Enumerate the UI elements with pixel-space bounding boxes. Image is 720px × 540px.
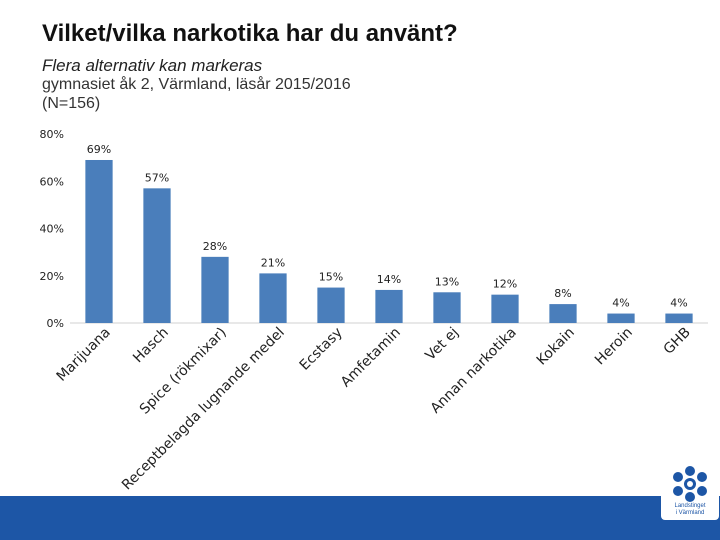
data-label: 14%	[377, 273, 401, 286]
bar	[317, 287, 345, 323]
y-tick-label: 40%	[40, 223, 64, 236]
data-label: 69%	[87, 143, 111, 156]
bar	[491, 294, 519, 323]
chart-subtitle: Flera alternativ kan markeras	[42, 56, 263, 75]
data-label: 8%	[554, 287, 571, 300]
bar	[433, 292, 461, 323]
x-tick-label: GHB	[661, 325, 694, 358]
x-tick-label: Hasch	[130, 325, 172, 367]
bar	[607, 313, 635, 323]
x-tick-label: Vet ej	[423, 325, 462, 364]
data-label: 12%	[493, 278, 517, 291]
y-tick-label: 0%	[47, 317, 64, 330]
footer-band	[0, 496, 720, 540]
data-label: 28%	[203, 240, 227, 253]
x-tick-label: Kokain	[534, 325, 578, 369]
y-tick-label: 20%	[40, 270, 64, 283]
data-label: 57%	[145, 171, 169, 184]
snowflake-icon	[673, 466, 707, 502]
x-tick-label: Heroin	[592, 325, 636, 369]
x-tick-label: Amfetamin	[338, 325, 404, 391]
bar	[259, 273, 287, 323]
logo-text-line2: i Värmland	[675, 510, 705, 516]
bar	[85, 159, 113, 323]
logo-text: Landstinget i Värmland	[661, 503, 719, 517]
chart-description: gymnasiet åk 2, Värmland, läsår 2015/201…	[42, 76, 351, 93]
sample-size: (N=156)	[42, 95, 101, 112]
data-label: 13%	[435, 275, 459, 288]
logo: Landstinget i Värmland	[661, 462, 719, 520]
data-label: 21%	[261, 256, 285, 269]
bar	[375, 289, 403, 323]
bar	[143, 188, 171, 323]
bar-chart: 0%20%40%60%80%69%Marijuana57%Hasch28%Spi…	[40, 128, 708, 493]
x-tick-label: Marijuana	[54, 325, 114, 385]
logo-text-line1: Landstinget	[674, 503, 706, 509]
y-tick-label: 60%	[40, 175, 64, 188]
chart-title: Vilket/vilka narkotika har du använt?	[42, 20, 458, 47]
data-label: 15%	[319, 271, 343, 284]
x-tick-label: Ecstasy	[297, 325, 346, 374]
y-tick-label: 80%	[40, 128, 64, 141]
bar	[549, 304, 577, 323]
bar	[201, 256, 229, 323]
data-label: 4%	[670, 297, 687, 310]
data-label: 4%	[612, 297, 629, 310]
bar	[665, 313, 693, 323]
